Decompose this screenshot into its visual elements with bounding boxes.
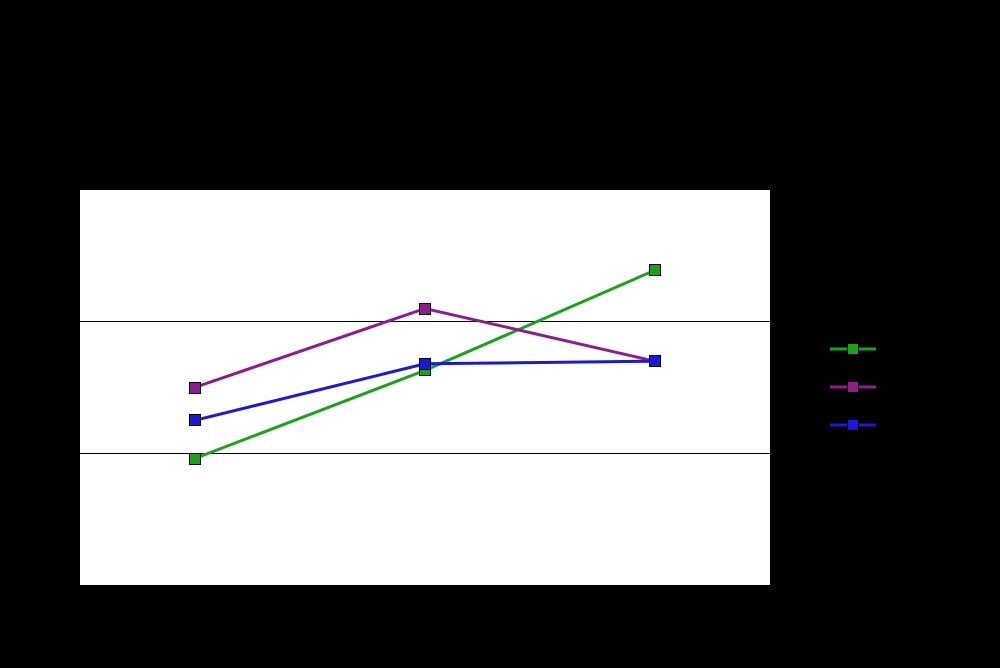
legend-swatch: [830, 339, 876, 359]
data-marker: [419, 303, 431, 315]
data-marker: [189, 382, 201, 394]
legend-marker-icon: [847, 381, 859, 393]
data-marker: [649, 264, 661, 276]
data-marker: [419, 358, 431, 370]
legend-swatch: [830, 377, 876, 397]
legend-item: [830, 406, 876, 444]
data-marker: [189, 453, 201, 465]
legend: [830, 330, 876, 444]
legend-marker-icon: [847, 343, 859, 355]
legend-item: [830, 330, 876, 368]
legend-marker-icon: [847, 419, 859, 431]
data-marker: [649, 355, 661, 367]
legend-item: [830, 368, 876, 406]
data-marker: [189, 414, 201, 426]
legend-swatch: [830, 415, 876, 435]
